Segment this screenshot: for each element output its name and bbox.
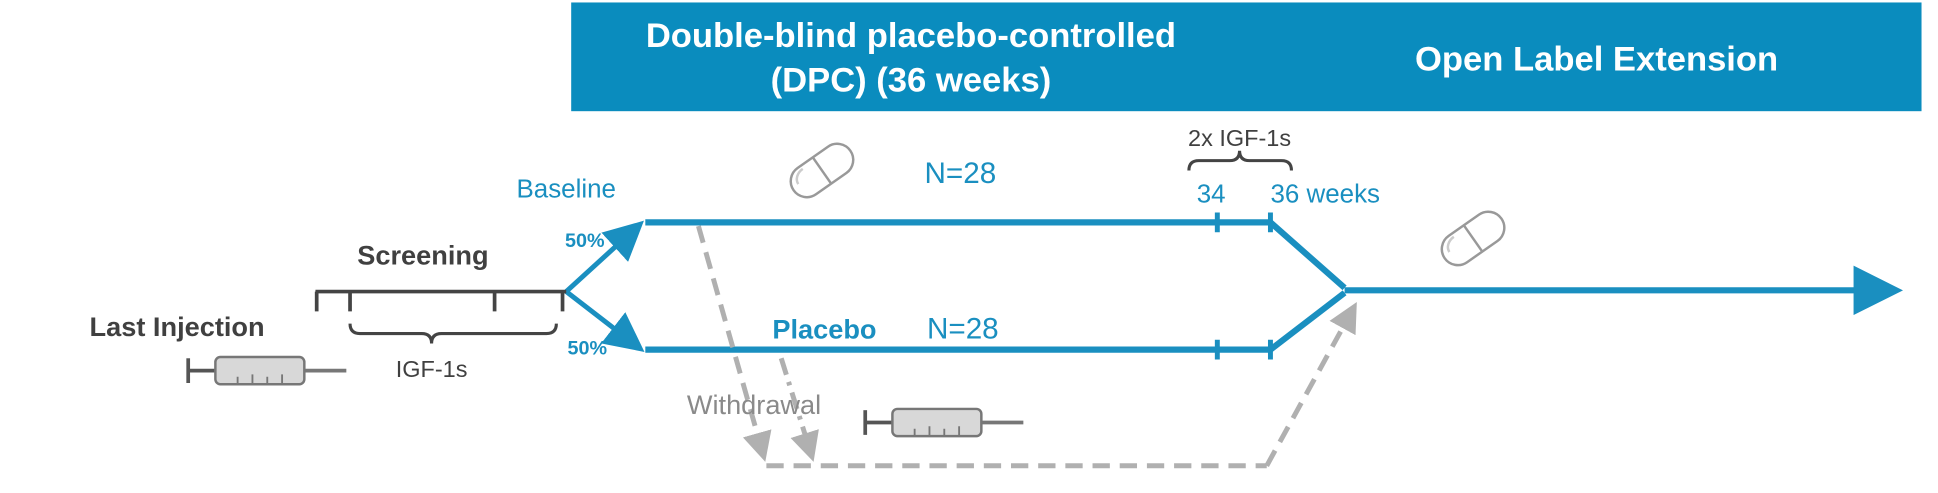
last-injection-label: Last Injection [90, 311, 265, 342]
syringe-icon [186, 355, 349, 387]
percent-label: 50% [565, 230, 605, 252]
n-label: N=28 [927, 313, 999, 346]
igf-label: IGF-1s [396, 356, 468, 382]
pill-icon [783, 136, 861, 205]
week-label: 36 weeks [1270, 181, 1380, 209]
pill-icon [1434, 204, 1512, 273]
withdrawal-label: Withdrawal [687, 389, 821, 420]
header-ole: Open Label Extension [1415, 40, 1778, 78]
arms [564, 212, 1903, 360]
n-label: N=28 [925, 157, 997, 190]
baseline-label: Baseline [516, 176, 616, 204]
header-band [571, 2, 1922, 112]
screening-label: Screening [357, 239, 488, 270]
igf-label: 2x IGF-1s [1188, 125, 1291, 151]
header-dpc: Double-blind placebo-controlled [646, 17, 1176, 55]
withdrawal-paths [696, 225, 1357, 469]
header-dpc: (DPC) (36 weeks) [771, 61, 1052, 99]
percent-label: 50% [567, 338, 607, 360]
syringe-icon [863, 407, 1026, 438]
placebo-label: Placebo [772, 314, 876, 345]
week-label: 34 [1197, 181, 1226, 209]
